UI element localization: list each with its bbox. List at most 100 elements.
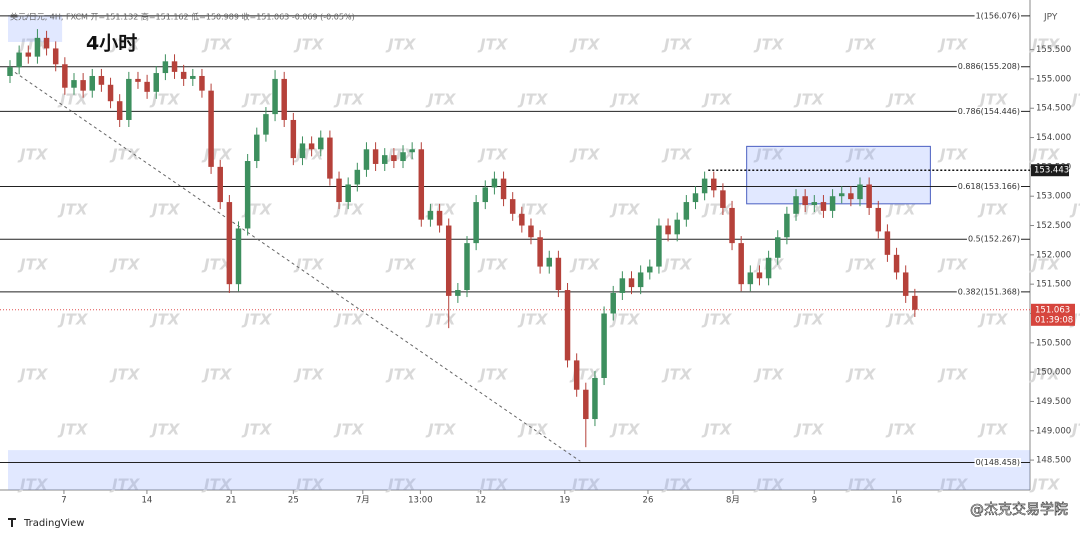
candle-body — [784, 213, 790, 238]
watermark: JTX — [333, 201, 365, 219]
candle-body — [500, 178, 507, 200]
credit: @杰克交易学院 — [970, 501, 1068, 518]
watermark: JTX — [845, 36, 877, 54]
zone — [746, 145, 931, 205]
candle-body — [674, 219, 680, 235]
candle-body — [811, 202, 818, 205]
watermark: JTX — [845, 366, 877, 384]
watermark: JTX — [701, 421, 733, 439]
watermark: JTX — [753, 146, 785, 164]
watermark: JTX — [661, 366, 693, 384]
watermark: JTX — [1029, 476, 1061, 494]
watermark: JTX — [109, 36, 141, 54]
candle-body — [327, 137, 333, 179]
watermark: JTX — [477, 146, 509, 164]
candle-body — [254, 134, 260, 162]
watermark: JTX — [17, 36, 49, 54]
timeframe-label: 4小时 — [86, 33, 137, 55]
watermark: JTX — [149, 311, 181, 329]
candle-body — [226, 202, 233, 285]
trendline — [9, 68, 581, 462]
candle-body — [747, 272, 754, 285]
candle-body — [902, 272, 909, 296]
candle-body — [208, 90, 214, 167]
watermark: JTX — [1029, 256, 1061, 274]
watermark: JTX — [57, 421, 89, 439]
candle-body — [491, 178, 498, 188]
watermark: JTX — [1029, 146, 1061, 164]
watermark: JTX — [109, 256, 141, 274]
brand: TradingView — [23, 518, 84, 529]
watermark: JTX — [793, 311, 825, 329]
watermark: JTX — [477, 476, 509, 494]
candle-body — [866, 184, 872, 208]
x-tick-label: 16 — [891, 496, 902, 506]
candle-body — [665, 225, 671, 235]
watermark: JTX — [109, 476, 141, 494]
y-tick-label: 153.000 — [1036, 192, 1071, 202]
y-tick-label: 152.000 — [1036, 250, 1071, 260]
candle-body — [162, 61, 169, 74]
watermark: JTX — [517, 91, 549, 109]
candle-body — [711, 178, 717, 191]
watermark: JTX — [977, 91, 1009, 109]
candle-body — [912, 295, 918, 310]
candle-body — [126, 78, 132, 120]
watermark: JTX — [293, 256, 325, 274]
watermark: JTX — [57, 91, 89, 109]
fib-label-bg — [956, 287, 1021, 297]
watermark: JTX — [385, 366, 417, 384]
y-tick-label: 150.000 — [1036, 368, 1071, 378]
y-tick-label: 155.000 — [1036, 74, 1071, 84]
watermark: JTX — [885, 311, 917, 329]
candle-body — [637, 272, 644, 288]
candle-body — [555, 257, 562, 291]
fib-label-bg — [974, 11, 1021, 21]
candle-body — [107, 84, 114, 102]
candle-body — [592, 377, 598, 420]
watermark: JTX — [201, 256, 233, 274]
watermark: JTX — [569, 146, 601, 164]
fib-label-bg — [956, 181, 1021, 191]
x-tick-label: 13:00 — [408, 496, 433, 506]
candle-body — [802, 196, 808, 205]
zone — [8, 15, 63, 42]
candle-body — [409, 149, 415, 153]
x-tick-label: 7 — [61, 496, 66, 506]
x-tick-label: 25 — [288, 496, 299, 506]
watermark: JTX — [477, 366, 509, 384]
candle-body — [135, 78, 141, 82]
candle-body — [829, 196, 836, 211]
candle-body — [171, 61, 178, 72]
marked-level-box — [1031, 164, 1069, 177]
x-tick-label: 8月 — [726, 496, 740, 506]
watermark: JTX — [609, 311, 641, 329]
fib-label-bg — [966, 234, 1021, 244]
brand-logo — [8, 518, 16, 527]
candle-body — [281, 78, 287, 120]
candle-body — [583, 389, 589, 420]
candle-body — [436, 210, 443, 226]
candle-body — [345, 184, 351, 203]
watermark: JTX — [109, 146, 141, 164]
watermark: JTX — [1069, 91, 1080, 109]
candle-body — [418, 149, 425, 220]
candle-body — [656, 225, 662, 267]
candle-body — [647, 266, 653, 273]
watermark: JTX — [57, 201, 89, 219]
x-tick-label: 7月 — [356, 496, 370, 506]
y-tick-label: 149.500 — [1036, 397, 1071, 407]
candle-body — [363, 149, 370, 170]
y-tick-label: 149.000 — [1036, 426, 1071, 436]
candle-body — [116, 101, 123, 120]
candle-body — [427, 210, 434, 220]
watermark: JTX — [661, 476, 693, 494]
watermark: JTX — [937, 366, 969, 384]
watermark: JTX — [17, 476, 49, 494]
watermark: JTX — [17, 146, 49, 164]
watermark: JTX — [149, 91, 181, 109]
candle-body — [848, 193, 854, 200]
y-tick-label: 150.500 — [1036, 338, 1071, 348]
candle-body — [299, 143, 306, 159]
